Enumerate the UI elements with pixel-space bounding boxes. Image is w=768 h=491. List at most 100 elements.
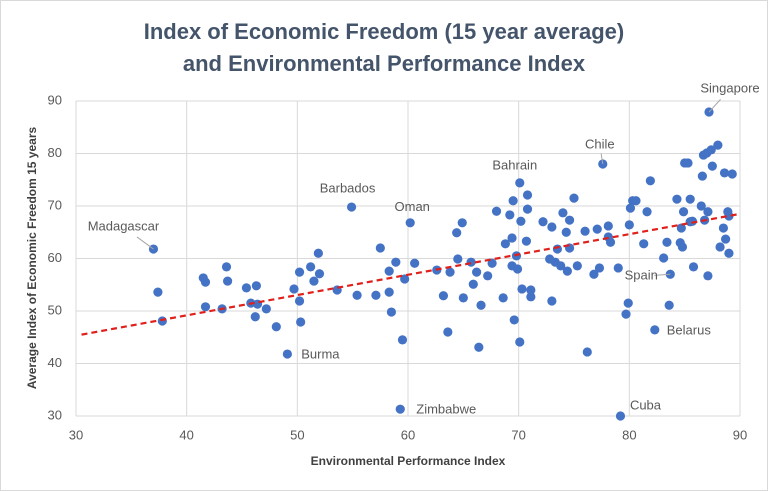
y-tick-label: 90	[48, 92, 62, 107]
x-tick-label: 30	[69, 427, 83, 442]
annotation: Zimbabwe	[416, 402, 476, 417]
point	[558, 208, 568, 218]
point	[625, 203, 636, 213]
point	[294, 267, 305, 277]
annotation: Spain	[625, 268, 658, 283]
point	[395, 404, 405, 414]
point	[678, 207, 689, 217]
x-axis-title: Environmental Performance Index	[311, 454, 506, 468]
point	[452, 228, 462, 238]
annotation: Burma	[301, 346, 340, 361]
leader-line	[136, 236, 154, 250]
point	[507, 233, 517, 243]
point	[352, 290, 362, 300]
point	[400, 274, 410, 284]
y-tick-label: 40	[48, 355, 62, 370]
y-tick-label: 80	[48, 145, 62, 160]
point	[397, 335, 408, 345]
point	[309, 276, 319, 286]
point	[707, 161, 717, 171]
point	[715, 242, 725, 252]
leader-line	[600, 153, 604, 165]
point	[621, 309, 631, 319]
point	[438, 291, 449, 301]
point	[505, 210, 515, 220]
point	[515, 337, 525, 347]
point	[453, 254, 463, 264]
chart-title: Index of Economic Freedom (15 year avera…	[144, 19, 625, 44]
annotation: Chile	[585, 136, 615, 151]
point	[639, 239, 649, 249]
point	[687, 216, 698, 226]
point	[724, 248, 734, 258]
point	[645, 176, 655, 186]
point	[522, 190, 533, 200]
point	[261, 304, 271, 314]
annotation: Singapore	[700, 80, 759, 95]
point	[221, 262, 232, 272]
point	[306, 262, 316, 272]
trendline	[81, 212, 741, 336]
x-tick-label: 40	[179, 427, 193, 442]
point	[564, 215, 575, 225]
point	[683, 158, 693, 168]
point	[631, 196, 641, 206]
point	[569, 193, 579, 203]
point	[200, 277, 211, 287]
point	[500, 239, 510, 249]
point	[556, 261, 566, 271]
point	[685, 194, 695, 204]
point	[445, 267, 455, 277]
point	[547, 222, 557, 232]
point	[662, 237, 672, 247]
point	[605, 237, 616, 247]
point	[677, 242, 688, 252]
point	[718, 223, 729, 233]
point	[282, 349, 292, 359]
point	[526, 292, 536, 302]
point	[241, 283, 252, 293]
point	[508, 196, 518, 206]
y-tick-label: 60	[48, 250, 62, 265]
point	[516, 216, 526, 226]
x-tick-label: 70	[511, 427, 525, 442]
point	[724, 211, 734, 221]
point	[384, 287, 394, 297]
point	[561, 227, 571, 237]
point	[688, 262, 699, 272]
point	[410, 258, 420, 268]
point	[672, 194, 682, 204]
annotation: Bahrain	[492, 157, 537, 172]
point	[615, 411, 626, 421]
point	[384, 266, 394, 276]
annotation: Madagascar	[88, 218, 160, 233]
point	[512, 264, 523, 274]
point	[642, 207, 652, 217]
point	[289, 284, 299, 294]
point	[371, 290, 381, 300]
point	[157, 316, 167, 326]
point	[251, 281, 261, 291]
point	[613, 263, 623, 273]
point	[594, 263, 605, 273]
annotation: Oman	[395, 199, 430, 214]
point	[472, 267, 482, 277]
point	[721, 234, 731, 244]
point	[703, 207, 713, 217]
y-tick-label: 50	[48, 302, 62, 317]
point	[538, 217, 548, 227]
point	[386, 307, 396, 317]
point	[623, 298, 633, 308]
point	[589, 269, 599, 279]
annotation: Barbados	[320, 180, 376, 195]
point	[547, 296, 557, 306]
annotation: Cuba	[630, 397, 662, 412]
point	[522, 204, 533, 214]
point	[603, 221, 613, 231]
point	[517, 284, 527, 294]
point	[659, 253, 669, 263]
x-tick-label: 80	[622, 427, 636, 442]
point	[491, 206, 502, 216]
point	[582, 347, 592, 357]
point	[250, 312, 260, 322]
